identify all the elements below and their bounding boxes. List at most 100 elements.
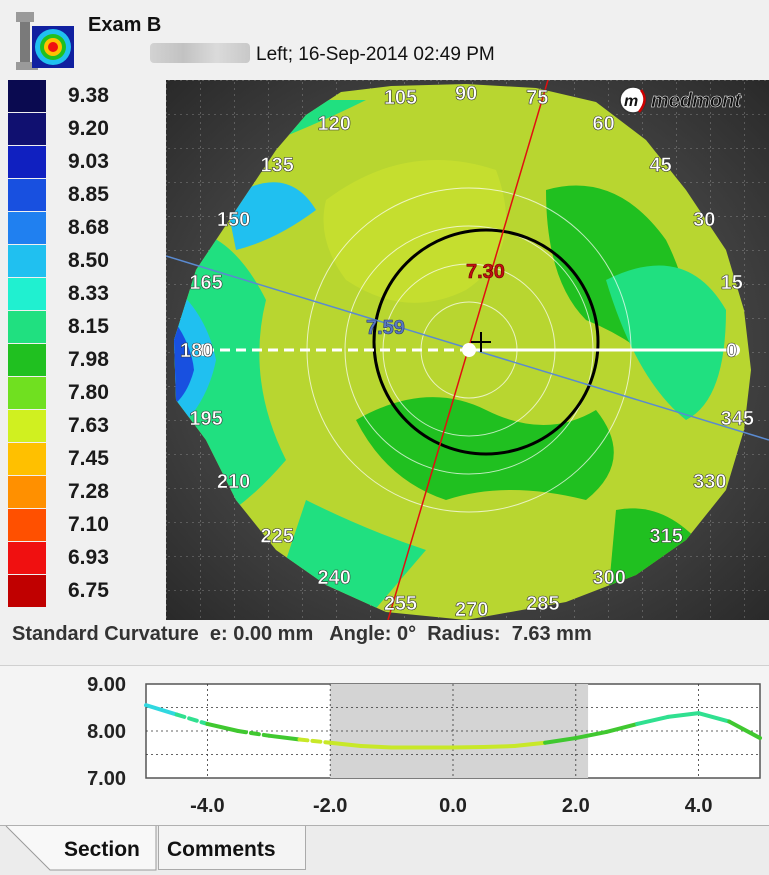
legend-value: 8.68 (68, 216, 109, 240)
meridian-angle-label: 345 (721, 408, 754, 430)
legend-swatch (8, 443, 46, 475)
meridian-angle-label: 60 (593, 113, 615, 135)
legend-swatch (8, 179, 46, 211)
meridian-angle-label: 225 (261, 525, 294, 547)
topography-app-icon (14, 10, 76, 72)
x-tick-label: 0.0 (439, 795, 467, 817)
legend-row: 7.63 (8, 410, 158, 443)
legend-swatch (8, 542, 46, 574)
selected-zone (330, 684, 588, 778)
meridian-angle-label: 30 (693, 209, 715, 231)
meridian-angle-label: 135 (261, 155, 294, 177)
legend-row: 7.10 (8, 509, 158, 542)
meridian-angle-label: 0 (726, 340, 737, 362)
meridian-angle-label: 120 (318, 113, 351, 135)
legend-value: 7.45 (68, 447, 109, 471)
legend-swatch (8, 113, 46, 145)
x-tick-label: -2.0 (313, 795, 347, 817)
legend-value: 6.75 (68, 579, 109, 603)
x-tick-label: 4.0 (685, 795, 713, 817)
legend-row: 6.75 (8, 575, 158, 608)
meridian-angle-label: 270 (455, 599, 488, 620)
legend-value: 6.93 (68, 546, 109, 570)
legend-value: 8.50 (68, 249, 109, 273)
legend-value: 7.98 (68, 348, 109, 372)
meridian-angle-label: 180 (180, 340, 213, 362)
y-tick-label: 9.00 (87, 674, 126, 696)
bottom-tab-bar: Section Comments (0, 825, 769, 875)
legend-swatch (8, 212, 46, 244)
redacted-patient-name (150, 43, 250, 63)
meridian-angle-label: 150 (217, 209, 250, 231)
legend-swatch (8, 80, 46, 112)
legend-value: 9.03 (68, 150, 109, 174)
legend-row: 9.38 (8, 80, 158, 113)
e-value: 0.00 mm (233, 623, 313, 645)
color-scale-legend: 9.38 9.20 9.03 8.85 8.68 8.50 8.33 8.15 7.98 7.80… (0, 80, 166, 620)
map-mode: Standard Curvature (12, 623, 199, 645)
meridian-angle-label: 315 (649, 525, 682, 547)
legend-row: 8.85 (8, 179, 158, 212)
tab-comments[interactable]: Comments (158, 826, 306, 870)
meridian-angle-label: 255 (384, 593, 417, 615)
meridian-angle-label: 165 (189, 272, 222, 294)
legend-swatch (8, 575, 46, 607)
medmont-logo: m medmont (617, 84, 759, 116)
legend-row: 7.28 (8, 476, 158, 509)
e-label: e: (210, 623, 228, 645)
radius-label: Radius: (427, 623, 500, 645)
legend-swatch (8, 278, 46, 310)
meridian-angle-label: 45 (649, 155, 671, 177)
legend-value: 7.28 (68, 480, 109, 504)
exam-title: Exam B (88, 14, 161, 37)
legend-row: 8.68 (8, 212, 158, 245)
legend-row: 6.93 (8, 542, 158, 575)
y-tick-label: 7.00 (87, 768, 126, 790)
x-tick-label: -4.0 (190, 795, 224, 817)
meridian-angle-label: 240 (318, 567, 351, 589)
angle-label: Angle: (329, 623, 391, 645)
legend-value: 8.15 (68, 315, 109, 339)
legend-row: 7.98 (8, 344, 158, 377)
meridian-angle-label: 75 (526, 87, 548, 109)
legend-swatch (8, 344, 46, 376)
legend-value: 7.10 (68, 513, 109, 537)
legend-value: 9.20 (68, 117, 109, 141)
legend-value: 8.85 (68, 183, 109, 207)
legend-swatch (8, 476, 46, 508)
legend-row: 7.45 (8, 443, 158, 476)
legend-swatch (8, 311, 46, 343)
legend-row: 7.80 (8, 377, 158, 410)
meridian-angle-label: 15 (721, 272, 743, 294)
profile-segment (484, 746, 515, 747)
legend-swatch (8, 509, 46, 541)
legend-swatch (8, 146, 46, 178)
blue-meridian-value: 7.59 (366, 317, 405, 339)
x-tick-label: 2.0 (562, 795, 590, 817)
svg-text:m: m (624, 93, 638, 110)
legend-value: 9.38 (68, 84, 109, 108)
legend-swatch (8, 245, 46, 277)
curvature-status: Standard Curvature e: 0.00 mm Angle: 0° … (12, 623, 592, 646)
angle-value: 0° (397, 623, 416, 645)
legend-value: 8.33 (68, 282, 109, 306)
radius-value: 7.63 mm (512, 623, 592, 645)
red-meridian-value: 7.30 (466, 261, 505, 283)
legend-row: 8.33 (8, 278, 158, 311)
meridian-angle-label: 105 (384, 87, 417, 109)
legend-row: 8.50 (8, 245, 158, 278)
svg-text:medmont: medmont (651, 90, 742, 112)
legend-row: 8.15 (8, 311, 158, 344)
exam-header: Exam B Left; 16-Sep-2014 02:49 PM (0, 0, 769, 78)
meridian-angle-label: 195 (189, 408, 222, 430)
meridian-angle-label: 90 (455, 83, 477, 105)
meridian-angle-label: 210 (217, 471, 250, 493)
tab-section[interactable]: Section (8, 826, 156, 870)
exam-subtitle: Left; 16-Sep-2014 02:49 PM (256, 44, 495, 66)
meridian-angle-label: 285 (526, 593, 559, 615)
profile-segment (361, 746, 392, 747)
legend-value: 7.80 (68, 381, 109, 405)
